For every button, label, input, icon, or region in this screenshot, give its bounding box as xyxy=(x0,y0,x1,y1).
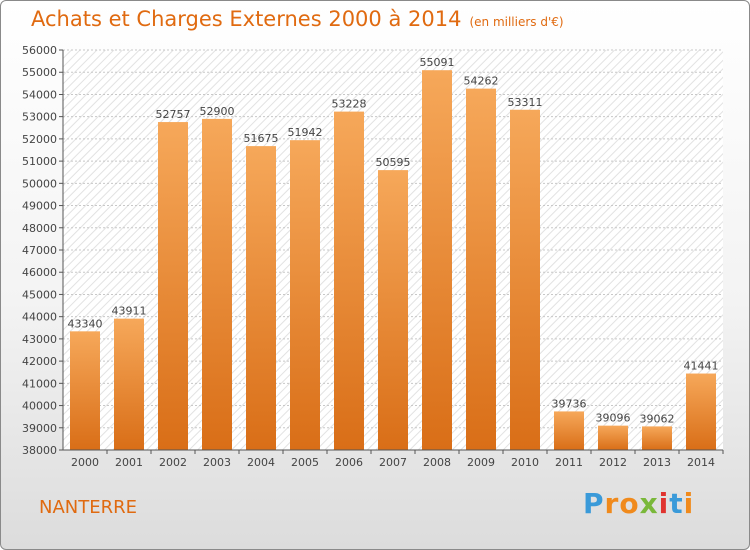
y-tick-label: 41000 xyxy=(22,377,57,390)
y-tick-label: 51000 xyxy=(22,155,57,168)
x-tick-label: 2011 xyxy=(555,456,583,469)
bar-value-label: 50595 xyxy=(376,156,411,169)
x-tick-label: 2001 xyxy=(115,456,143,469)
bar-2003 xyxy=(202,118,232,450)
y-tick-label: 38000 xyxy=(22,444,57,457)
bar-value-label: 43911 xyxy=(112,305,147,318)
bar-2008 xyxy=(422,70,452,450)
bar-2001 xyxy=(114,318,144,450)
bar-value-label: 51675 xyxy=(244,132,279,145)
logo-letter: i xyxy=(658,487,670,520)
bar-value-label: 39096 xyxy=(596,412,631,425)
y-tick-label: 53000 xyxy=(22,111,57,124)
x-tick-label: 2005 xyxy=(291,456,319,469)
bar-value-label: 53311 xyxy=(508,96,543,109)
bar-value-label: 41441 xyxy=(684,360,719,373)
x-tick-label: 2008 xyxy=(423,456,451,469)
bar-value-label: 55091 xyxy=(420,56,455,69)
bar-value-label: 52900 xyxy=(200,105,235,118)
bar-value-label: 39736 xyxy=(552,397,587,410)
bar-2002 xyxy=(158,122,188,451)
y-tick-label: 49000 xyxy=(22,200,57,213)
bar-2013 xyxy=(642,426,672,450)
y-tick-label: 43000 xyxy=(22,333,57,346)
title-text: Achats et Charges Externes 2000 à 2014 xyxy=(31,7,462,31)
chart-subtitle: (en milliers d'€) xyxy=(469,15,564,29)
city-name: NANTERRE xyxy=(39,497,137,518)
chart-title: Achats et Charges Externes 2000 à 2014 (e… xyxy=(31,7,564,31)
proxiti-logo: Proxiti xyxy=(583,487,694,520)
x-tick-label: 2014 xyxy=(687,456,715,469)
logo-letter: o xyxy=(619,487,640,520)
x-axis: 2000 2001 2002 2003 2004 2005 2006 2007 2008 2009… xyxy=(63,449,724,469)
bar-2006 xyxy=(334,111,364,450)
bar-2004 xyxy=(246,146,276,450)
x-tick-label: 2004 xyxy=(247,456,275,469)
bar-2007 xyxy=(378,170,408,450)
y-tick-label: 39000 xyxy=(22,422,57,435)
bar-value-label: 54262 xyxy=(464,75,499,88)
y-tick-label: 40000 xyxy=(22,400,57,413)
logo-letter: i xyxy=(683,487,695,520)
y-tick-label: 46000 xyxy=(22,266,57,279)
logo-letter: x xyxy=(639,487,659,520)
x-tick-label: 2013 xyxy=(643,456,671,469)
y-tick-label: 54000 xyxy=(22,88,57,101)
y-tick-label: 50000 xyxy=(22,177,57,190)
x-tick-label: 2009 xyxy=(467,456,495,469)
logo-letter: r xyxy=(604,487,620,520)
bar-2010 xyxy=(510,109,540,450)
bar-value-label: 52757 xyxy=(156,108,191,121)
y-tick-label: 55000 xyxy=(22,66,57,79)
bar-value-label: 43340 xyxy=(68,317,103,330)
bar-value-label: 51942 xyxy=(288,126,323,139)
x-tick-label: 2007 xyxy=(379,456,407,469)
bars: 43340 43911 52757 52900 51675 51942 53228 50595… xyxy=(68,56,719,451)
bar-value-label: 53228 xyxy=(332,98,367,111)
x-tick-label: 2006 xyxy=(335,456,363,469)
logo-letter: t xyxy=(669,487,684,520)
bar-2014 xyxy=(686,373,716,450)
y-tick-label: 45000 xyxy=(22,288,57,301)
y-tick-label: 56000 xyxy=(22,44,57,57)
bar-2011 xyxy=(554,411,584,450)
y-tick-label: 47000 xyxy=(22,244,57,257)
bar-value-label: 39062 xyxy=(640,412,675,425)
x-tick-label: 2002 xyxy=(159,456,187,469)
y-axis: 38000 39000 40000 41000 42000 43000 44000 45000… xyxy=(22,44,64,457)
bar-2009 xyxy=(466,88,496,450)
bar-2005 xyxy=(290,140,320,450)
x-tick-label: 2003 xyxy=(203,456,231,469)
y-tick-label: 44000 xyxy=(22,311,57,324)
logo-letter: P xyxy=(583,487,605,520)
x-tick-label: 2012 xyxy=(599,456,627,469)
y-tick-label: 52000 xyxy=(22,133,57,146)
bar-2000 xyxy=(70,331,100,450)
x-tick-label: 2010 xyxy=(511,456,539,469)
y-tick-label: 42000 xyxy=(22,355,57,368)
y-tick-label: 48000 xyxy=(22,222,57,235)
bar-2012 xyxy=(598,425,628,450)
x-tick-label: 2000 xyxy=(71,456,99,469)
